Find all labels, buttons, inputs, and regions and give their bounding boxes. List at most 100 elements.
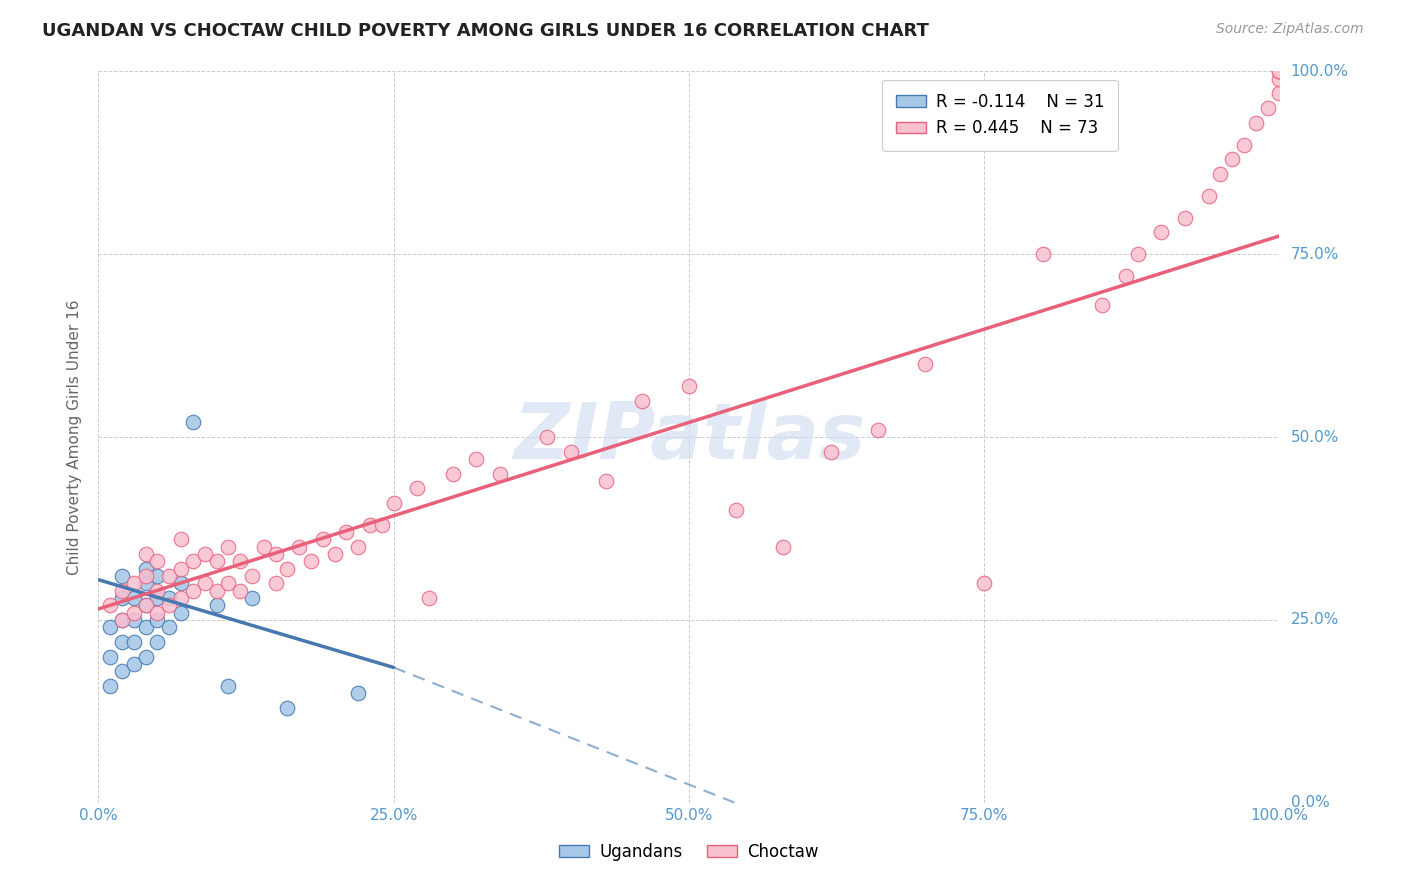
Text: ZIPatlas: ZIPatlas: [513, 399, 865, 475]
Point: [312, 533, 335, 547]
Y-axis label: Child Poverty Among Girls Under 16: Child Poverty Among Girls Under 16: [67, 300, 83, 574]
Point: [135, 620, 157, 634]
Point: [217, 679, 239, 693]
Point: [595, 474, 617, 488]
Point: [335, 525, 357, 540]
Point: [536, 430, 558, 444]
Point: [264, 547, 287, 561]
Point: [1268, 64, 1291, 78]
Point: [772, 540, 794, 554]
Point: [1091, 298, 1114, 312]
Point: [359, 517, 381, 532]
Point: [866, 423, 889, 437]
Point: [382, 496, 405, 510]
Point: [240, 591, 263, 605]
Point: [111, 635, 134, 649]
Point: [489, 467, 512, 481]
Point: [371, 517, 394, 532]
Point: [1220, 152, 1243, 166]
Point: [1233, 137, 1256, 152]
Point: [205, 554, 228, 568]
Point: [98, 679, 121, 693]
Point: [146, 635, 169, 649]
Point: [205, 599, 228, 613]
Point: [820, 444, 842, 458]
Point: [229, 583, 252, 598]
Point: [135, 576, 157, 591]
Point: [678, 379, 700, 393]
Point: [157, 569, 180, 583]
Point: [1032, 247, 1054, 261]
Point: [323, 547, 346, 561]
Point: [299, 554, 322, 568]
Point: [181, 416, 204, 430]
Point: [1244, 115, 1267, 129]
Point: [229, 554, 252, 568]
Text: 25.0%: 25.0%: [1291, 613, 1339, 627]
Legend: Ugandans, Choctaw: Ugandans, Choctaw: [553, 837, 825, 868]
Text: 0.0%: 0.0%: [1291, 796, 1329, 810]
Point: [111, 613, 134, 627]
Point: [98, 620, 121, 634]
Point: [418, 591, 440, 605]
Point: [135, 599, 157, 613]
Point: [170, 606, 193, 620]
Point: [1115, 269, 1137, 284]
Point: [1209, 167, 1232, 181]
Point: [914, 357, 936, 371]
Point: [146, 591, 169, 605]
Point: [1174, 211, 1197, 225]
Text: 50.0%: 50.0%: [1291, 430, 1339, 444]
Point: [205, 583, 228, 598]
Point: [157, 591, 180, 605]
Point: [288, 540, 311, 554]
Point: [1268, 64, 1291, 78]
Text: Source: ZipAtlas.com: Source: ZipAtlas.com: [1216, 22, 1364, 37]
Point: [1150, 225, 1173, 239]
Point: [98, 649, 121, 664]
Point: [465, 452, 488, 467]
Point: [560, 444, 582, 458]
Point: [122, 613, 145, 627]
Point: [630, 393, 652, 408]
Point: [347, 540, 370, 554]
Point: [973, 576, 995, 591]
Point: [146, 583, 169, 598]
Point: [146, 613, 169, 627]
Point: [146, 569, 169, 583]
Point: [122, 657, 145, 671]
Point: [111, 569, 134, 583]
Point: [122, 635, 145, 649]
Text: 75.0%: 75.0%: [1291, 247, 1339, 261]
Point: [135, 599, 157, 613]
Point: [111, 591, 134, 605]
Point: [194, 576, 217, 591]
Point: [1268, 71, 1291, 86]
Point: [135, 547, 157, 561]
Point: [347, 686, 370, 700]
Point: [111, 664, 134, 678]
Point: [1198, 188, 1220, 202]
Point: [122, 606, 145, 620]
Point: [135, 569, 157, 583]
Point: [240, 569, 263, 583]
Point: [725, 503, 748, 517]
Point: [170, 562, 193, 576]
Point: [98, 599, 121, 613]
Point: [276, 562, 298, 576]
Point: [135, 562, 157, 576]
Point: [1268, 64, 1291, 78]
Point: [276, 700, 298, 714]
Point: [264, 576, 287, 591]
Point: [170, 533, 193, 547]
Point: [181, 583, 204, 598]
Point: [1126, 247, 1149, 261]
Text: 100.0%: 100.0%: [1291, 64, 1348, 78]
Point: [217, 540, 239, 554]
Point: [111, 583, 134, 598]
Point: [135, 649, 157, 664]
Text: UGANDAN VS CHOCTAW CHILD POVERTY AMONG GIRLS UNDER 16 CORRELATION CHART: UGANDAN VS CHOCTAW CHILD POVERTY AMONG G…: [42, 22, 929, 40]
Point: [170, 591, 193, 605]
Point: [253, 540, 276, 554]
Point: [194, 547, 217, 561]
